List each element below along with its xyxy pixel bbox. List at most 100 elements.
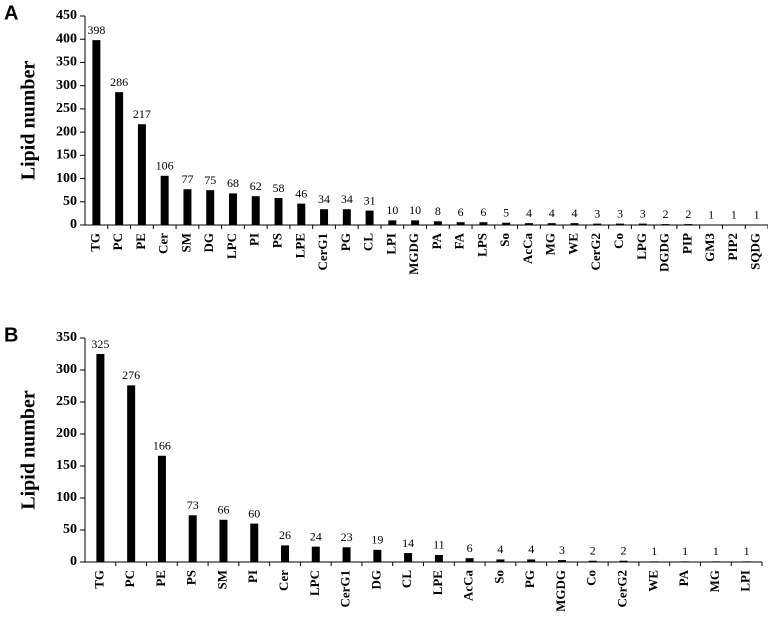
y-tick-label: 300: [56, 362, 77, 377]
value-label: 1: [754, 207, 760, 221]
y-axis-label: Lipid number: [18, 61, 40, 181]
x-tick-label: PG: [338, 233, 353, 251]
y-tick-label: 0: [70, 554, 77, 569]
value-label: 14: [402, 536, 414, 550]
x-tick-label: PIP2: [725, 233, 740, 260]
value-label: 1: [708, 207, 714, 221]
panel-label: B: [4, 324, 18, 346]
bar: [619, 560, 628, 562]
x-tick-label: DG: [368, 570, 383, 590]
bar: [127, 385, 136, 562]
bar: [524, 223, 533, 225]
x-tick-label: LPS: [474, 233, 489, 257]
value-label: 1: [651, 544, 657, 558]
x-tick-label: So: [491, 570, 506, 584]
bar: [479, 222, 488, 225]
bar: [388, 220, 397, 225]
x-tick-label: CL: [361, 233, 376, 251]
value-label: 1: [682, 544, 688, 558]
x-tick-label: DGDG: [657, 233, 672, 272]
value-label: 3: [617, 206, 623, 220]
y-tick-label: 200: [56, 124, 77, 139]
x-tick-label: CerG2: [615, 570, 630, 608]
bar: [274, 198, 283, 225]
bar: [434, 554, 443, 562]
value-label: 1: [731, 207, 737, 221]
bar: [684, 224, 693, 225]
panel-label: A: [4, 2, 18, 24]
x-tick-label: TG: [91, 570, 106, 589]
bar: [96, 354, 105, 562]
bar: [547, 223, 556, 225]
value-label: 6: [467, 541, 473, 555]
value-label: 34: [318, 192, 330, 206]
x-tick-label: PE: [153, 570, 168, 587]
x-tick-label: LPI: [383, 233, 398, 255]
bar: [742, 561, 751, 562]
value-label: 68: [227, 176, 239, 190]
bar: [342, 547, 351, 562]
bar: [411, 220, 420, 225]
bar: [115, 92, 124, 226]
value-label: 23: [341, 530, 353, 544]
x-tick-label: LPE: [292, 233, 307, 258]
value-label: 31: [364, 193, 376, 207]
value-label: 75: [204, 173, 216, 187]
y-tick-label: 350: [56, 330, 77, 345]
bar: [365, 210, 374, 225]
bar: [496, 559, 505, 562]
x-tick-label: FA: [452, 232, 467, 249]
bar: [188, 515, 197, 562]
bar: [588, 560, 597, 562]
value-label: 10: [386, 203, 398, 217]
y-tick-label: 150: [56, 148, 77, 163]
bar: [206, 190, 215, 225]
bar: [638, 223, 647, 225]
bar: [250, 523, 259, 562]
y-tick-label: 300: [56, 78, 77, 93]
value-label: 398: [87, 23, 105, 37]
x-tick-label: MGDG: [406, 233, 421, 275]
value-label: 46: [295, 186, 307, 200]
x-tick-label: PA: [429, 232, 444, 249]
x-tick-label: PS: [270, 233, 285, 248]
x-tick-label: MGDG: [553, 570, 568, 612]
value-label: 286: [110, 75, 128, 89]
y-tick-label: 250: [56, 394, 77, 409]
bar: [593, 223, 602, 225]
value-label: 1: [713, 544, 719, 558]
x-tick-label: LPC: [307, 570, 322, 596]
value-label: 60: [248, 506, 260, 520]
value-label: 4: [549, 206, 555, 220]
value-label: 2: [621, 543, 627, 557]
y-axis-label: Lipid number: [18, 390, 40, 510]
x-tick-label: TG: [87, 233, 102, 252]
x-tick-label: LPC: [224, 233, 239, 259]
value-label: 2: [685, 207, 691, 221]
bar: [160, 175, 169, 225]
bar: [219, 519, 228, 562]
value-label: 4: [497, 542, 503, 556]
value-label: 325: [91, 337, 109, 351]
x-tick-label: Co: [611, 233, 626, 249]
x-tick-label: DG: [201, 233, 216, 253]
y-tick-label: 100: [56, 490, 77, 505]
x-tick-label: So: [497, 233, 512, 247]
value-label: 5: [503, 205, 509, 219]
bar: [297, 203, 306, 225]
x-tick-label: AcCa: [520, 233, 535, 265]
bar: [320, 209, 329, 225]
value-label: 3: [559, 543, 565, 557]
value-label: 19: [371, 533, 383, 547]
bar: [557, 560, 566, 562]
value-label: 62: [250, 179, 262, 193]
x-tick-label: CerG2: [588, 233, 603, 271]
value-label: 3: [594, 206, 600, 220]
value-label: 24: [310, 529, 322, 543]
bar: [711, 561, 720, 562]
bar: [404, 553, 413, 562]
x-tick-label: LPE: [430, 570, 445, 595]
y-tick-label: 350: [56, 55, 77, 70]
x-tick-label: SM: [214, 570, 229, 590]
